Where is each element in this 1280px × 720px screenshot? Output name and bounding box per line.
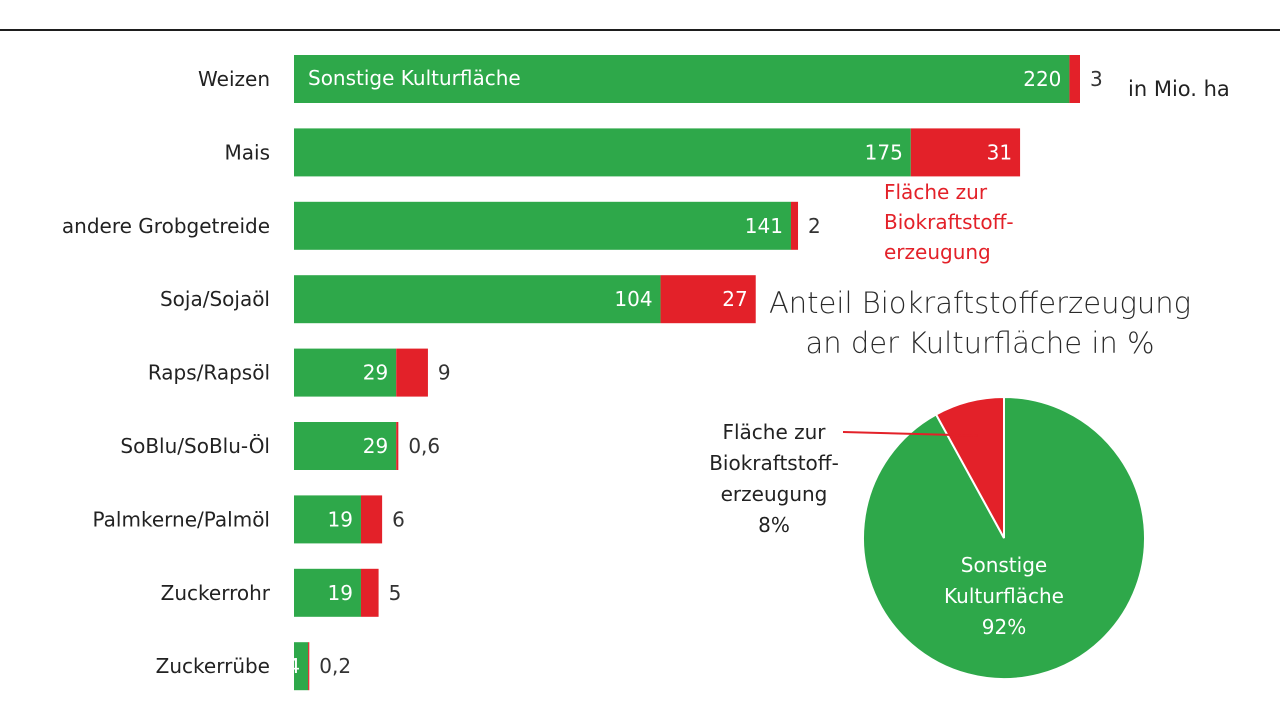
bar-other-palmkerne-palm-l [294, 495, 361, 544]
biofuel-area-annotation: Fläche zur Biokraftstoff- erzeugung [884, 177, 1044, 267]
bar-other-soja-soja-l [294, 275, 661, 324]
biofuel-annotation-line-2: Biokraftstoff- [884, 210, 1014, 234]
bar-biofuel-weizen [1069, 55, 1080, 103]
bar-other-soblu-soblu-l [294, 422, 397, 470]
bar-biofuel-mais [910, 128, 1021, 177]
bar-other-raps-raps-l [294, 348, 397, 397]
biofuel-annotation-line-3: erzeugung [884, 240, 991, 264]
bar-other-mais [294, 128, 911, 177]
value-label-other-palmkerne-palm-l: 19 [328, 507, 353, 531]
bar-other-andere-grobgetreide [294, 201, 791, 250]
value-label-biofuel-zuckerr-be: 0,2 [319, 654, 351, 678]
value-label-biofuel-raps-raps-l: 9 [438, 361, 451, 385]
value-label-other-soja-soja-l: 104 [614, 287, 652, 311]
value-label-biofuel-andere-grobgetreide: 2 [808, 214, 821, 238]
category-label-zuckerrohr: Zuckerrohr [161, 581, 271, 605]
pie-slice-biofuel [934, 395, 1005, 539]
pie-other-value: 92% [981, 615, 1027, 639]
unit-label: in Mio. ha [1128, 77, 1230, 101]
pie-other-line-1: Sonstige [960, 553, 1048, 577]
category-label-soja-soja-l: Soja/Sojaöl [160, 287, 270, 311]
pie-callout-line-2: Biokraftstoff- [709, 451, 839, 475]
value-label-other-zuckerrohr: 19 [328, 581, 353, 605]
value-label-other-andere-grobgetreide: 141 [745, 214, 783, 238]
bar-biofuel-palmkerne-palm-l [360, 495, 383, 544]
value-label-other-soblu-soblu-l: 29 [363, 434, 388, 458]
pie-callout-line-3: erzeugung [720, 482, 828, 506]
category-label-soblu-soblu-l: SoBlu/SoBlu-Öl [120, 434, 270, 458]
bar-other-zuckerrohr [294, 568, 361, 617]
pie-callout-line-1: Fläche zur [722, 420, 826, 444]
value-label-biofuel-mais: 31 [987, 140, 1012, 164]
bar-biofuel-soja-soja-l [660, 275, 756, 324]
bar-biofuel-zuckerrohr [360, 568, 379, 617]
value-label-biofuel-weizen: 3 [1090, 67, 1103, 91]
bar-biofuel-andere-grobgetreide [790, 201, 799, 250]
pie-other-line-2: Kulturfläche [944, 584, 1064, 608]
value-label-biofuel-zuckerrohr: 5 [389, 581, 402, 605]
value-label-biofuel-soblu-soblu-l: 0,6 [408, 434, 440, 458]
bar-other-weizen [294, 55, 1070, 103]
pie-title-line-1: Anteil Biokraftstofferzeugung [768, 286, 1192, 320]
category-label-andere-grobgetreide: andere Grobgetreide [62, 214, 270, 238]
value-label-other-weizen: 220 [1023, 67, 1061, 91]
bar-other-zuckerr-be [294, 642, 309, 691]
category-label-raps-raps-l: Raps/Rapsöl [148, 361, 270, 385]
value-label-other-zuckerr-be: 4 [287, 654, 300, 678]
category-label-zuckerr-be: Zuckerrübe [156, 654, 270, 678]
category-label-palmkerne-palm-l: Palmkerne/Palmöl [93, 507, 270, 531]
category-label-mais: Mais [225, 140, 271, 164]
category-label-weizen: Weizen [198, 67, 270, 91]
legend-other-area-in-bar: Sonstige Kulturfläche [308, 66, 521, 90]
value-label-biofuel-soja-soja-l: 27 [722, 287, 747, 311]
bar-biofuel-raps-raps-l [396, 348, 428, 397]
pie-callout-value: 8% [758, 513, 790, 537]
pie-chart-title: Anteil Biokraftstofferzeugung an der Kul… [740, 283, 1220, 363]
value-label-other-raps-raps-l: 29 [363, 361, 388, 385]
value-label-other-mais: 175 [865, 140, 903, 164]
pie-biofuel-callout: Fläche zur Biokraftstoff- erzeugung 8% [694, 417, 854, 541]
bar-biofuel-zuckerr-be [308, 642, 310, 691]
pie-title-line-2: an der Kulturfläche in % [805, 326, 1155, 360]
value-label-biofuel-palmkerne-palm-l: 6 [392, 507, 405, 531]
biofuel-annotation-line-1: Fläche zur [884, 180, 988, 204]
pie-callout-leader-line [842, 431, 978, 437]
bar-biofuel-soblu-soblu-l [396, 422, 399, 470]
top-divider [0, 29, 1280, 31]
pie-other-label: Sonstige Kulturfläche 92% [924, 550, 1084, 643]
